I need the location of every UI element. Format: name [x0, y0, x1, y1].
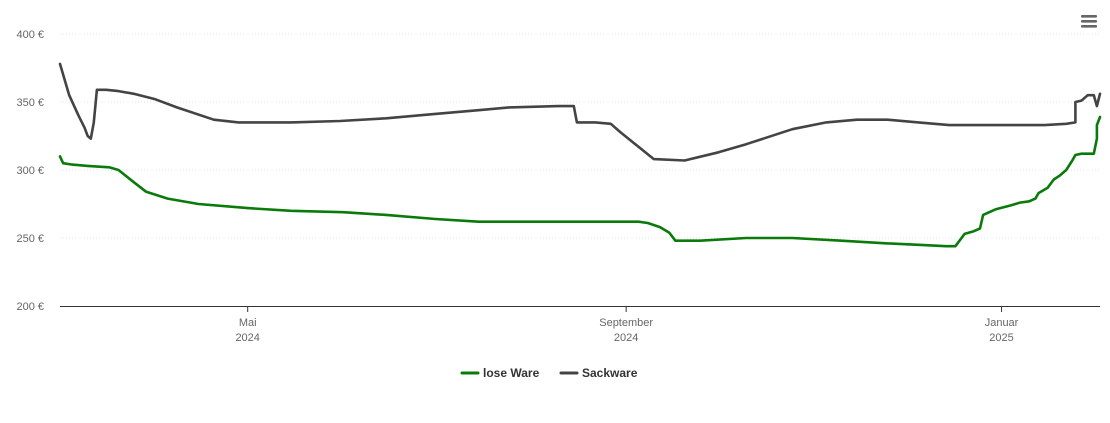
- grid-lines: [60, 33, 1100, 239]
- y-tick-label: 300 €: [16, 165, 44, 177]
- series-line-0[interactable]: [58, 115, 1102, 248]
- x-axis-labels: Mai 2024 September 2024 Januar 2025: [235, 306, 1019, 344]
- x-tick-label-year: 2025: [989, 332, 1013, 344]
- legend-label: lose Ware: [483, 366, 540, 380]
- y-tick-label: 350 €: [16, 97, 44, 109]
- y-tick-label: 250 €: [16, 233, 44, 245]
- legend-item[interactable]: lose Ware: [460, 366, 540, 380]
- y-tick-label: 200 €: [16, 301, 44, 313]
- menu-icon[interactable]: [1081, 15, 1097, 28]
- y-axis-labels: 200 € 250 € 300 € 350 € 400 €: [16, 29, 44, 313]
- series-line-1[interactable]: [58, 62, 1102, 162]
- series-lines[interactable]: [58, 62, 1102, 248]
- y-tick-label: 400 €: [16, 29, 44, 41]
- legend-item[interactable]: Sackware: [559, 366, 638, 380]
- x-tick-label-month: Mai: [239, 317, 257, 329]
- legend-label: Sackware: [582, 366, 638, 380]
- x-tick-label-year: 2024: [235, 332, 259, 344]
- x-tick-label-month: Januar: [985, 317, 1019, 329]
- x-tick-label-month: September: [599, 317, 653, 329]
- x-tick-label-year: 2024: [614, 332, 638, 344]
- legend: lose Ware Sackware: [460, 366, 638, 380]
